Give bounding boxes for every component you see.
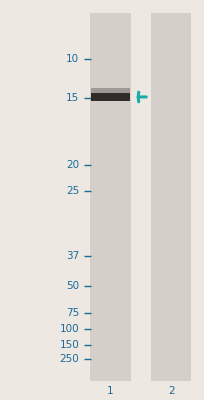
Text: 150: 150 xyxy=(59,340,79,350)
Bar xyxy=(90,13,130,380)
Text: 25: 25 xyxy=(66,186,79,196)
Text: 75: 75 xyxy=(66,308,79,318)
Text: 37: 37 xyxy=(66,251,79,261)
Text: 250: 250 xyxy=(59,354,79,364)
Bar xyxy=(91,93,129,101)
Bar xyxy=(91,88,129,93)
Text: 100: 100 xyxy=(59,324,79,334)
Text: 2: 2 xyxy=(167,386,174,396)
Text: 15: 15 xyxy=(66,93,79,103)
Text: 50: 50 xyxy=(66,281,79,291)
Text: 1: 1 xyxy=(107,386,113,396)
Text: 10: 10 xyxy=(66,54,79,64)
Text: 20: 20 xyxy=(66,160,79,170)
Bar xyxy=(150,13,191,380)
